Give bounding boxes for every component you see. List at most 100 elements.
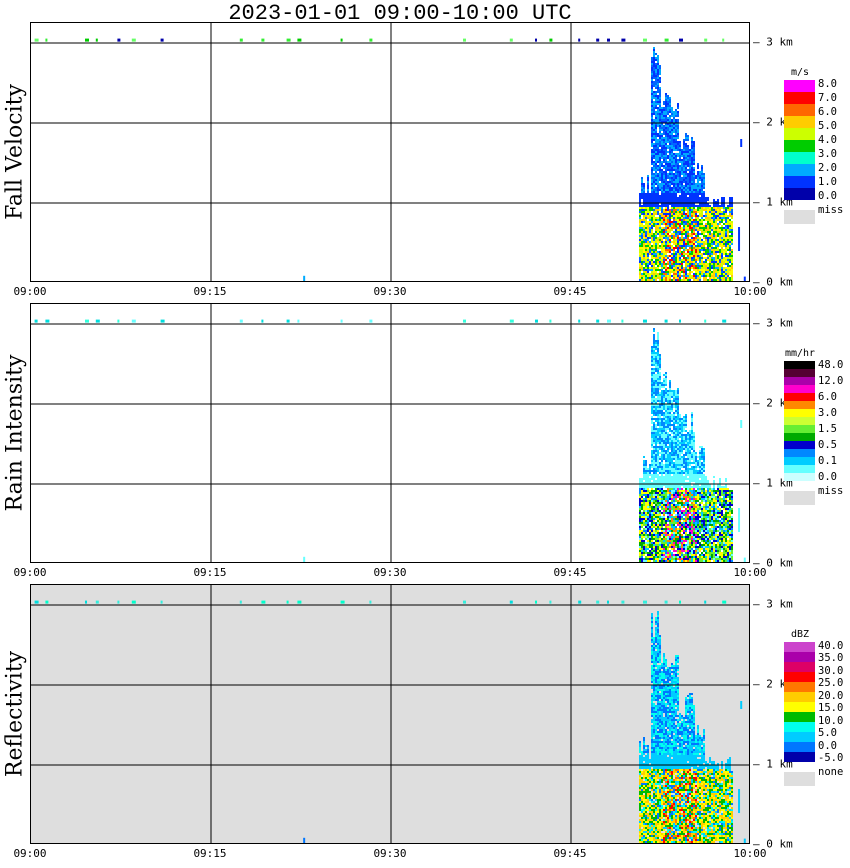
echo-cell — [647, 181, 649, 183]
echo-cell — [675, 121, 677, 123]
echo-cell — [659, 440, 661, 442]
echo-cell — [673, 135, 675, 137]
echo-cell — [673, 265, 675, 267]
echo-cell — [681, 502, 683, 504]
echo-cell — [679, 532, 681, 534]
echo-cell — [685, 548, 687, 550]
echo-cell — [671, 205, 673, 207]
echo-cell — [667, 452, 669, 454]
echo-cell — [691, 462, 693, 464]
echo-cell — [665, 199, 667, 201]
echo-cell — [639, 205, 641, 207]
echo-cell — [687, 155, 689, 157]
echo-cell — [723, 223, 725, 225]
echo-cell — [667, 432, 669, 434]
echo-cell — [709, 281, 711, 282]
echo-cell — [665, 406, 667, 408]
echo-cell — [643, 269, 645, 271]
echo-cell — [671, 432, 673, 434]
echo-cell — [655, 257, 657, 259]
echo-cell — [665, 239, 667, 241]
echo-cell — [677, 414, 679, 416]
echo-cell — [657, 229, 659, 231]
echo-cell — [639, 536, 641, 538]
echo-cell — [683, 514, 685, 516]
echo-cell — [661, 552, 663, 554]
echo-cell — [663, 400, 665, 402]
echo-cell — [653, 392, 655, 394]
echo-cell — [679, 223, 681, 225]
echo-cell — [679, 490, 681, 492]
echo-cell — [669, 221, 671, 223]
echo-cell — [693, 257, 695, 259]
echo-cell — [677, 129, 679, 131]
echo-cell — [659, 255, 661, 257]
echo-cell — [653, 362, 655, 364]
echo-cell — [677, 159, 679, 161]
echo-cell — [701, 243, 703, 245]
echo-cell — [687, 556, 689, 558]
echo-cell — [659, 426, 661, 428]
echo-cell — [657, 526, 659, 528]
echo-cell — [651, 540, 653, 542]
echo-cell — [695, 175, 697, 177]
echo-cell — [681, 524, 683, 526]
echo-cell — [655, 217, 657, 219]
echo-cell — [687, 187, 689, 189]
echo-cell — [683, 249, 685, 251]
echo-cell — [731, 243, 733, 245]
echo-cell — [643, 518, 645, 520]
echo-cell — [727, 263, 729, 265]
echo-cell — [671, 534, 673, 536]
echo-cell — [667, 558, 669, 560]
echo-cell — [663, 510, 665, 512]
echo-cell — [663, 167, 665, 169]
echo-cell — [667, 512, 669, 514]
echo-cell — [651, 548, 653, 550]
echo-cell — [693, 221, 695, 223]
echo-cell — [653, 328, 655, 330]
echo-cell — [713, 205, 715, 207]
echo-cell — [655, 113, 657, 115]
echo-cell — [711, 247, 713, 249]
echo-cell — [727, 215, 729, 217]
echo-cell — [677, 169, 679, 171]
echo-cell — [645, 466, 647, 468]
echo-cell — [693, 213, 695, 215]
echo-cell — [675, 135, 677, 137]
echo-cell — [691, 229, 693, 231]
echo-cell — [691, 468, 693, 470]
echo-cell — [669, 269, 671, 271]
echo-cell — [671, 109, 673, 111]
echo-cell — [677, 520, 679, 522]
echo-cell — [647, 494, 649, 496]
echo-cell — [675, 400, 677, 402]
echo-cell — [673, 542, 675, 544]
echo-cell — [657, 241, 659, 243]
echo-cell — [675, 544, 677, 546]
x-tick-label: 09:30 — [373, 285, 407, 298]
echo-cell — [653, 103, 655, 105]
echo-cell — [657, 207, 659, 209]
echo-cell — [683, 496, 685, 498]
echo-cell — [661, 390, 663, 392]
echo-cell — [675, 534, 677, 536]
echo-cell — [673, 179, 675, 181]
echo-cell — [665, 171, 667, 173]
echo-cell — [649, 193, 651, 195]
clutter-cell — [160, 319, 165, 323]
echo-cell — [655, 259, 657, 261]
echo-cell — [657, 113, 659, 115]
echo-cell — [657, 462, 659, 464]
echo-cell — [667, 249, 669, 251]
echo-cell — [685, 544, 687, 546]
echo-cell — [689, 542, 691, 544]
echo-cell — [683, 217, 685, 219]
echo-cell — [685, 504, 687, 506]
echo-cell — [689, 259, 691, 261]
echo-cell — [663, 249, 665, 251]
echo-cell — [707, 229, 709, 231]
echo-cell — [661, 205, 663, 207]
echo-cell — [705, 197, 707, 199]
echo-cell — [657, 506, 659, 508]
